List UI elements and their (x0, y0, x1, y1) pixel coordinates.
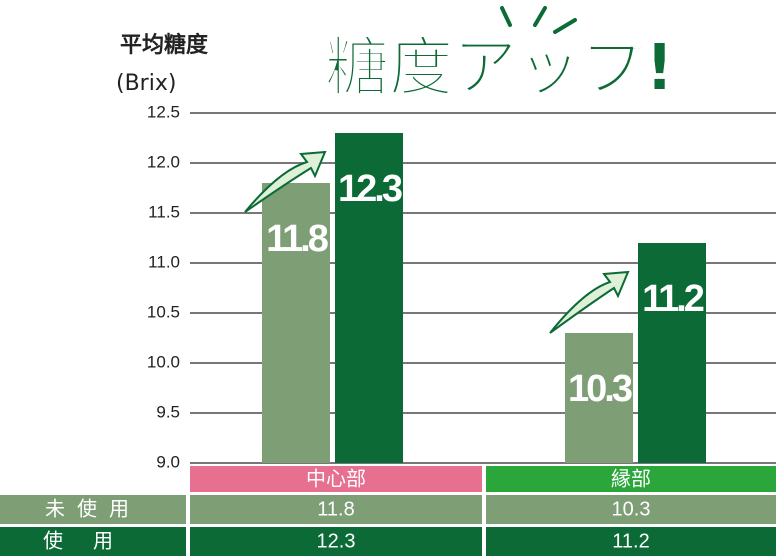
y-unit: (Brix) (116, 71, 176, 96)
table-value: 11.8 (317, 498, 354, 520)
table-value: 10.3 (612, 498, 651, 520)
table-value: 12.3 (317, 530, 356, 552)
y-tick-label: 12.0 (147, 152, 180, 171)
category-label: 縁部 (611, 467, 651, 490)
rays (500, 6, 577, 34)
bar (638, 243, 706, 463)
arrow (244, 150, 327, 213)
table-cell (190, 527, 482, 556)
y-tick-label: 11.5 (148, 202, 180, 221)
y-tick-label: 9.5 (156, 402, 180, 421)
y-tick-label: 9.0 (156, 452, 180, 471)
value-label: 12.3 (338, 168, 402, 210)
arrow (549, 270, 630, 334)
row-header (0, 495, 186, 524)
y-label: 平均糖度 (120, 32, 209, 58)
legend-label: 使用 (43, 529, 143, 552)
y-tick-label: 10.0 (147, 352, 180, 371)
arrow-shape (549, 270, 630, 334)
value-label: 11.8 (266, 218, 328, 260)
y-tick-label: 10.5 (147, 302, 180, 321)
legend-label: 未使用 (45, 497, 141, 520)
table-cell (190, 495, 482, 524)
row-header (0, 527, 186, 556)
y-tick-label: 11.0 (148, 252, 180, 271)
category-cell (190, 466, 482, 492)
value-label: 11.2 (642, 278, 704, 320)
table-value: 11.2 (612, 530, 649, 552)
table-cell (486, 527, 776, 556)
bar (335, 133, 403, 463)
annotation: 糖度アップ! (325, 32, 674, 106)
y-tick-label: 12.5 (147, 102, 180, 121)
value-label: 10.3 (568, 368, 632, 410)
bar (262, 183, 330, 463)
table-cell (486, 495, 776, 524)
category-label: 中心部 (306, 467, 366, 490)
bar (565, 333, 633, 463)
arrow-shape (244, 150, 327, 213)
category-cell (486, 466, 776, 492)
